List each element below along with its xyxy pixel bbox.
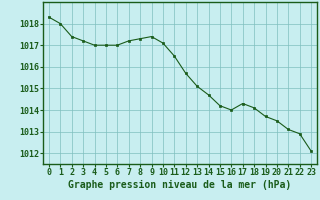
X-axis label: Graphe pression niveau de la mer (hPa): Graphe pression niveau de la mer (hPa) xyxy=(68,180,292,190)
